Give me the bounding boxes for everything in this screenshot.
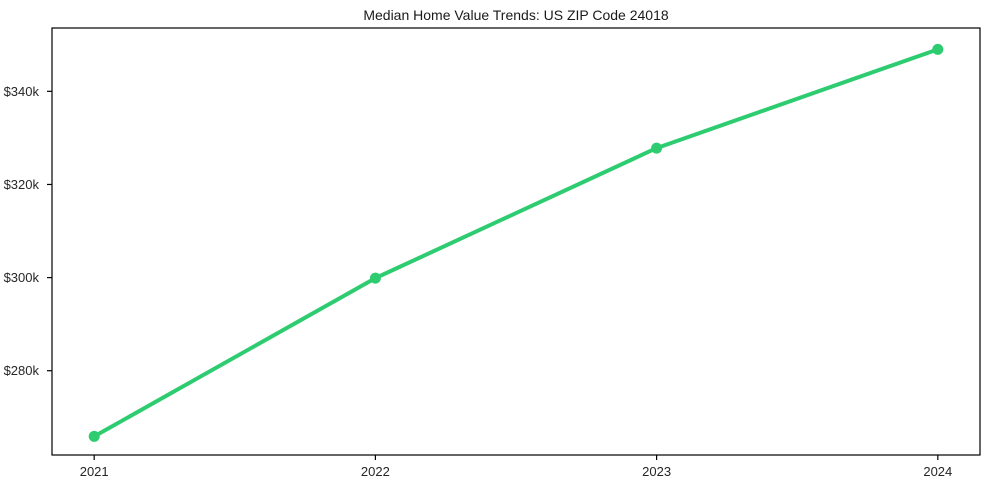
x-axis-ticks: 2021 2022 2023 2024 xyxy=(80,455,952,479)
data-point-marker xyxy=(88,430,100,442)
chart-title: Median Home Value Trends: US ZIP Code 24… xyxy=(363,7,669,23)
data-point-markers xyxy=(88,43,944,442)
x-tick-label: 2021 xyxy=(80,464,109,479)
y-tick-label: $280k xyxy=(4,363,40,378)
trend-line xyxy=(92,47,940,439)
x-tick-label: 2022 xyxy=(361,464,390,479)
plot-border xyxy=(51,27,981,456)
plot-area xyxy=(52,28,980,455)
y-axis-ticks: $280k $300k $320k $340k xyxy=(4,84,52,378)
y-tick-label: $340k xyxy=(4,84,40,99)
data-point-marker xyxy=(369,272,381,284)
y-tick-label: $320k xyxy=(4,177,40,192)
data-point-marker xyxy=(651,142,663,154)
x-tick-label: 2023 xyxy=(642,464,671,479)
x-tick-label: 2024 xyxy=(923,464,952,479)
y-tick-label: $300k xyxy=(4,270,40,285)
data-point-marker xyxy=(932,43,944,55)
